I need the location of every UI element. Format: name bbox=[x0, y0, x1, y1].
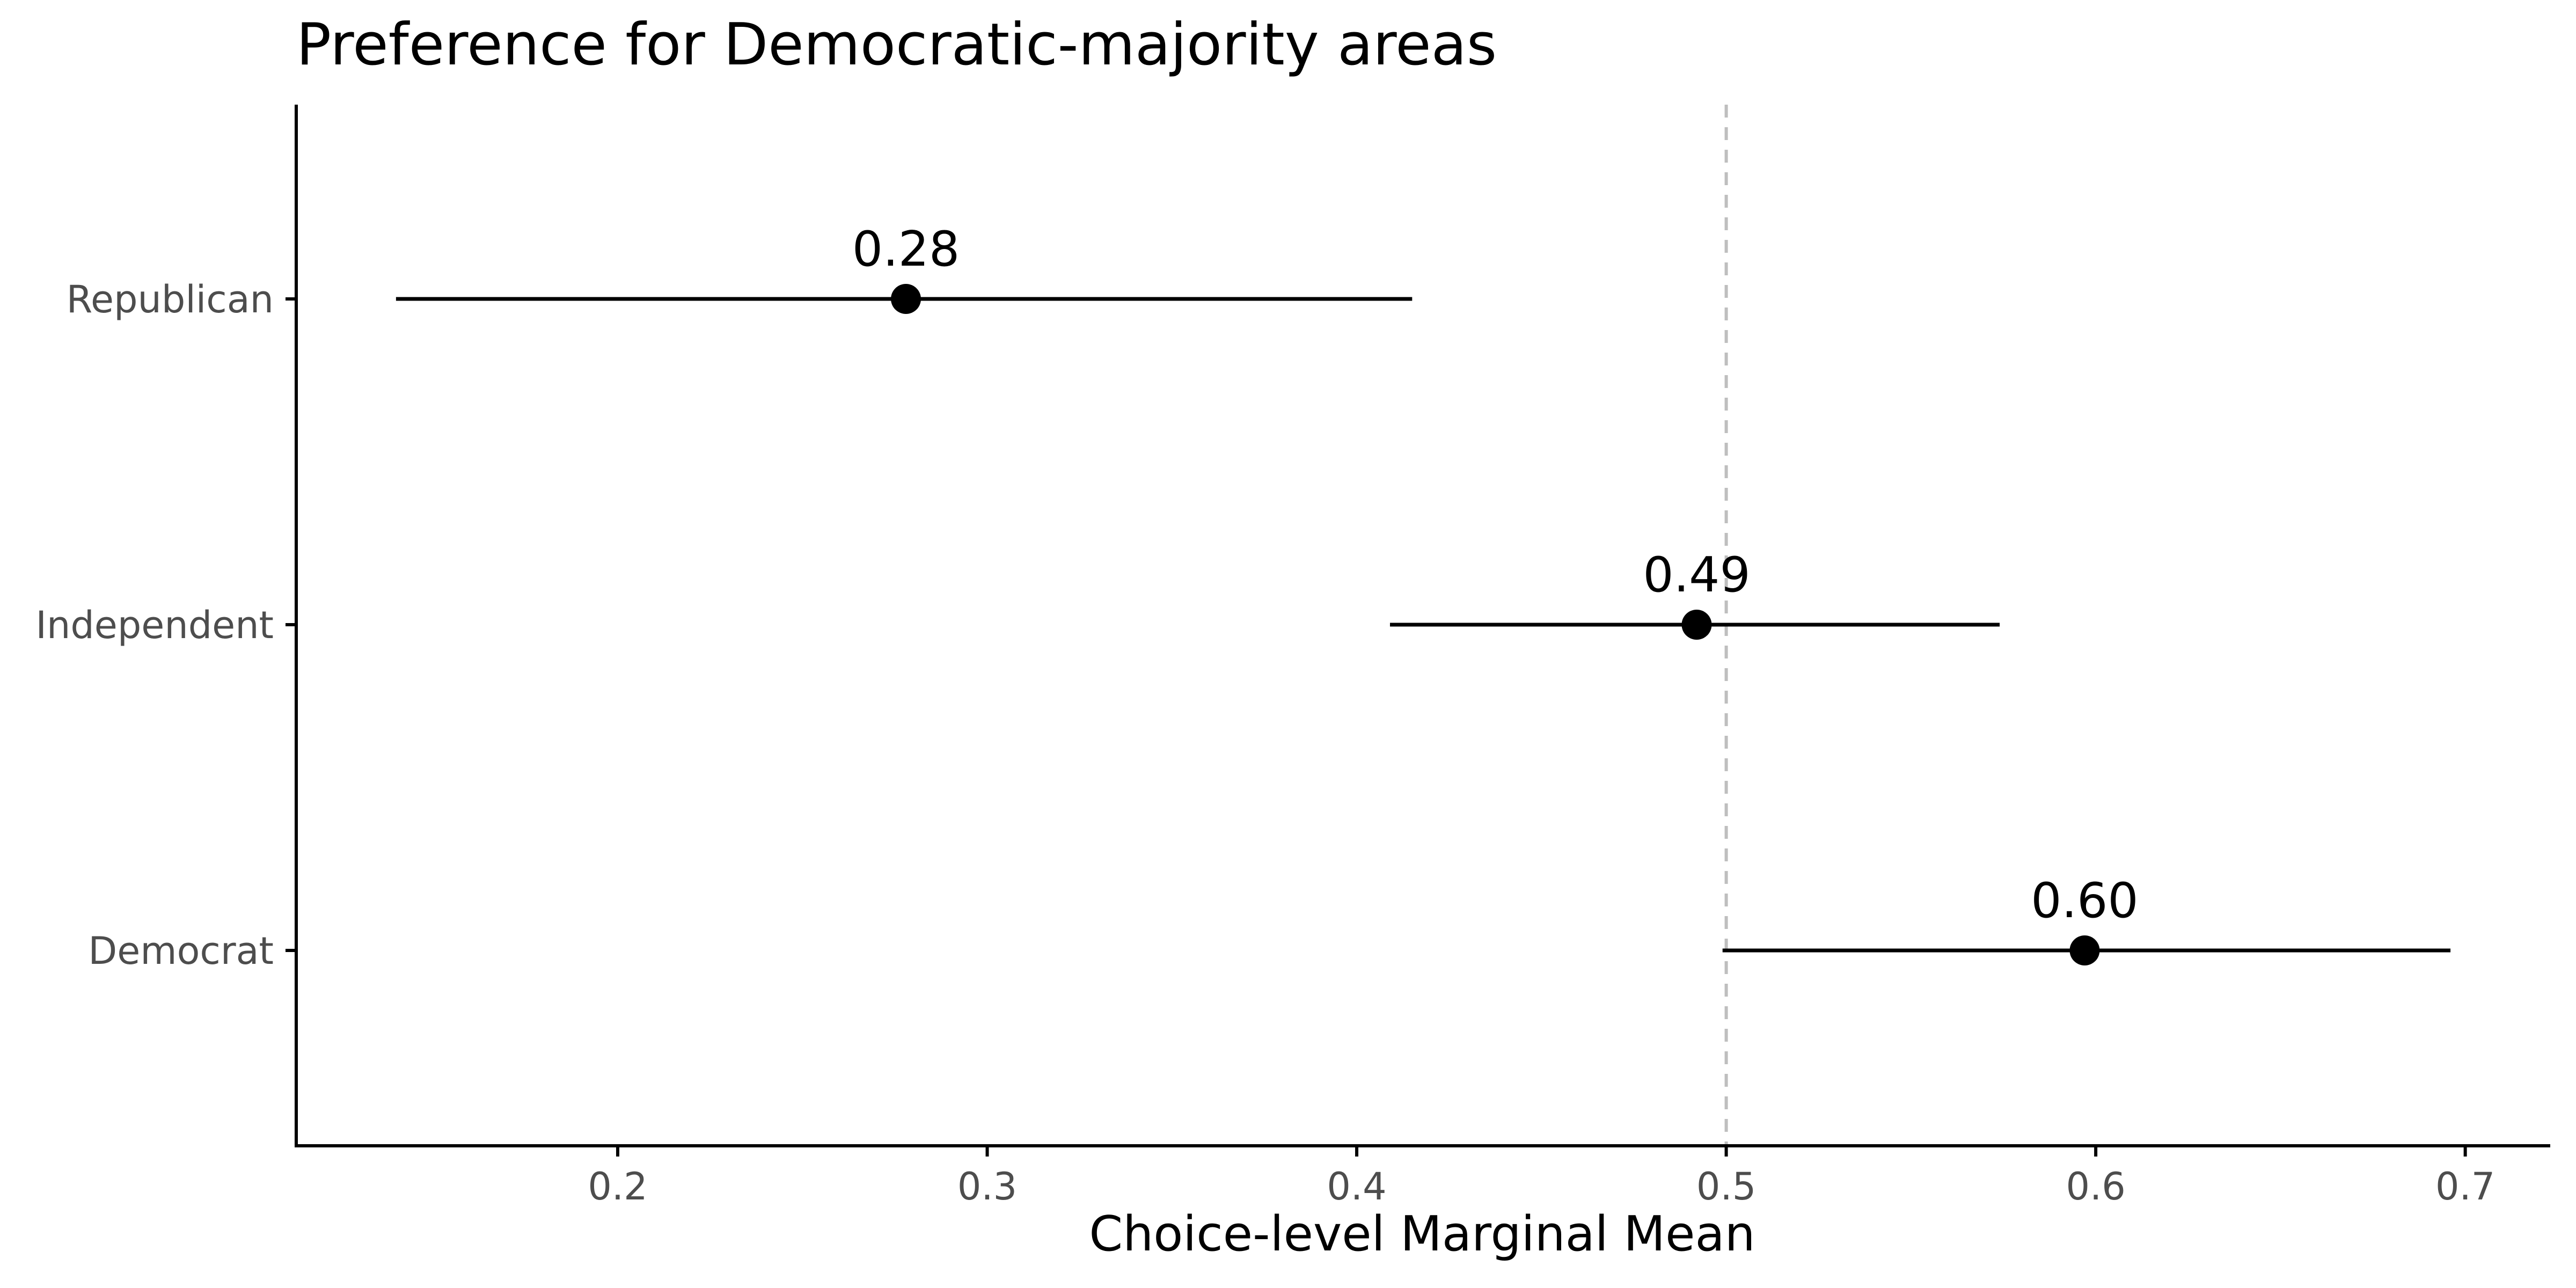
data-point bbox=[1681, 610, 1712, 640]
x-tick-label: 0.7 bbox=[2435, 1165, 2495, 1209]
x-tick-label: 0.2 bbox=[588, 1165, 647, 1209]
chart-title: Preference for Democratic-majority areas bbox=[296, 11, 1497, 78]
y-tick-label: Republican bbox=[67, 277, 274, 321]
data-label: 0.28 bbox=[852, 221, 960, 277]
plot-area: Republican Independent Democrat 0.2 0.3 0.4 0.… bbox=[35, 105, 2550, 1209]
data-point bbox=[2069, 935, 2100, 965]
data-point bbox=[891, 284, 921, 314]
x-tick-label: 0.3 bbox=[957, 1165, 1017, 1209]
data-label: 0.60 bbox=[2031, 873, 2138, 929]
x-axis-label: Choice-level Marginal Mean bbox=[1089, 1206, 1755, 1262]
x-tick-label: 0.4 bbox=[1327, 1165, 1386, 1209]
y-tick-label: Independent bbox=[35, 603, 274, 647]
data-label: 0.49 bbox=[1643, 547, 1750, 603]
x-tick-label: 0.5 bbox=[1696, 1165, 1756, 1209]
y-tick-label: Democrat bbox=[88, 929, 274, 973]
x-tick-label: 0.6 bbox=[2066, 1165, 2125, 1209]
